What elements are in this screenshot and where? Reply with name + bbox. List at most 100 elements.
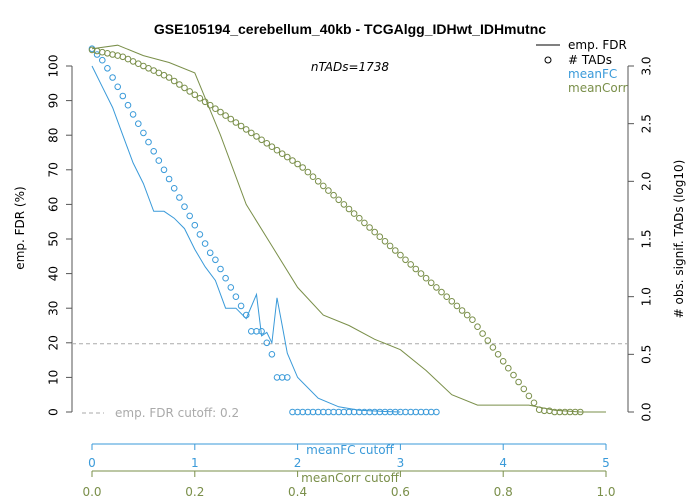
tads-point-meancorr [417, 270, 425, 277]
tads-point-meancorr [386, 242, 394, 250]
left-y-axis-label: emp. FDR (%) [13, 186, 27, 269]
tads-point-meanfc [222, 274, 229, 282]
tads-point-meancorr [237, 122, 245, 130]
chart-title: GSE105194_cerebellum_40kb - TCGAlgg_IDHw… [154, 21, 546, 37]
x-axis-tick-label: 1 [191, 456, 199, 470]
tads-point-meancorr [248, 129, 255, 137]
tads-point-meanfc [278, 374, 286, 381]
left-y-tick-label: 10 [47, 370, 61, 385]
tads-point-meancorr [201, 98, 209, 106]
tads-point-meancorr [155, 69, 163, 77]
tads-point-meancorr [469, 316, 476, 324]
meanfc-axis-ticks: 0 1 2 3 4 5 [88, 444, 610, 470]
tads-point-meancorr [484, 337, 492, 344]
tads-point-meanfc [304, 408, 312, 416]
tads-point-meanfc [417, 408, 425, 416]
x-axis-tick-label: 3 [397, 456, 405, 470]
right-y-tick-label: 1.0 [640, 287, 654, 306]
tads-point-meancorr [196, 95, 204, 102]
left-y-tick-label: 0 [47, 408, 61, 416]
left-y-tick-label: 60 [47, 197, 61, 212]
tads-point-meanfc [165, 175, 173, 183]
left-y-tick-label: 100 [47, 55, 61, 78]
tads-point-meanfc [268, 351, 276, 358]
tads-point-meanfc [212, 256, 219, 264]
tads-point-meancorr [520, 385, 528, 393]
tads-point-meanfc [330, 408, 337, 416]
left-y-tick-label: 70 [47, 162, 61, 177]
tads-point-meancorr [494, 351, 502, 358]
tads-point-meancorr [314, 178, 322, 185]
left-y-tick-label: 30 [47, 301, 61, 316]
left-y-ticks: 0 10 20 30 40 50 60 70 80 90 100 [47, 55, 72, 416]
tads-point-meancorr [479, 330, 486, 337]
tads-point-meancorr [119, 53, 127, 61]
right-y-tick-label: 0.5 [640, 345, 654, 364]
x-axis-tick-label: 5 [602, 456, 610, 470]
tads-point-meanfc [135, 120, 142, 127]
tads-point-meancorr [278, 150, 286, 157]
tads-point-meancorr [222, 112, 229, 119]
legend: emp. FDR # TADs meanFC meanCorr [536, 38, 627, 95]
right-y-tick-label: 3.0 [640, 56, 654, 75]
tads-point-meanfc [356, 408, 363, 416]
cutoff-legend: emp. FDR cutoff: 0.2 [82, 406, 239, 420]
right-y-tick-label: 2.0 [640, 172, 654, 191]
tads-point-meancorr [176, 81, 183, 88]
x-axis-tick-label: 0.2 [185, 485, 204, 499]
tads-point-meancorr [253, 133, 260, 140]
tads-point-meanfc [227, 284, 235, 291]
fdr-line-meanfc [91, 65, 401, 413]
tads-point-meanfc [124, 101, 132, 109]
x-axis-tick-label: 1.0 [596, 485, 615, 499]
tads-point-meancorr [376, 233, 384, 240]
right-y-ticks: 0.0 0.5 1.0 1.5 2.0 2.5 3.0 [628, 56, 654, 422]
tads-point-meancorr [145, 65, 152, 72]
left-y-tick-label: 50 [47, 231, 61, 246]
tads-point-meanfc [176, 194, 183, 201]
tads-point-meancorr [217, 108, 224, 116]
tads-point-meanfc [258, 328, 265, 335]
tads-point-meanfc [170, 185, 178, 192]
tads-point-meancorr [340, 201, 348, 208]
tads-point-meanfc [340, 408, 348, 416]
tads-point-meanfc [99, 56, 106, 64]
tads-point-meancorr [294, 160, 301, 168]
tads-point-meancorr [361, 219, 368, 227]
tads-point-meanfc [145, 138, 152, 146]
tads-point-meanfc [93, 51, 101, 58]
legend-meancorr-label: meanCorr [568, 81, 627, 95]
left-y-tick-label: 20 [47, 335, 61, 350]
tads-point-meanfc [294, 408, 301, 416]
tads-point-meancorr [433, 284, 440, 291]
plot-area [88, 44, 606, 416]
tads-point-meancorr [304, 168, 312, 176]
x-axis-tick-label: 0.8 [494, 485, 513, 499]
tads-point-meancorr [268, 143, 276, 150]
tads-point-meanfc [366, 408, 373, 416]
tads-point-meancorr [474, 323, 481, 331]
right-y-tick-label: 1.5 [640, 229, 654, 248]
x-axis-tick-label: 4 [499, 456, 507, 470]
tads-point-meancorr [232, 119, 240, 126]
tads-point-meancorr [191, 91, 199, 99]
tads-point-meanfc [196, 231, 204, 238]
tads-point-meancorr [242, 126, 250, 133]
tads-point-meanfc [314, 408, 322, 416]
tads-point-meanfc [422, 408, 430, 416]
tads-point-meancorr [453, 302, 461, 310]
tads-point-meancorr [227, 115, 235, 123]
tads-point-meanfc [397, 408, 404, 416]
tads-point-meancorr [309, 173, 317, 180]
meancorr-axis-label: meanCorr cutoff [301, 471, 399, 485]
legend-tads-label: # TADs [568, 53, 612, 67]
tads-point-meanfc [119, 92, 127, 100]
tads-point-meanfc [263, 339, 271, 347]
legend-tads-marker [544, 56, 552, 64]
tads-point-meancorr [577, 408, 584, 416]
legend-meanfc-label: meanFC [568, 67, 617, 81]
tads-point-meanfc [114, 83, 121, 91]
tads-point-meancorr [335, 196, 343, 204]
tads-point-meancorr [129, 58, 137, 65]
